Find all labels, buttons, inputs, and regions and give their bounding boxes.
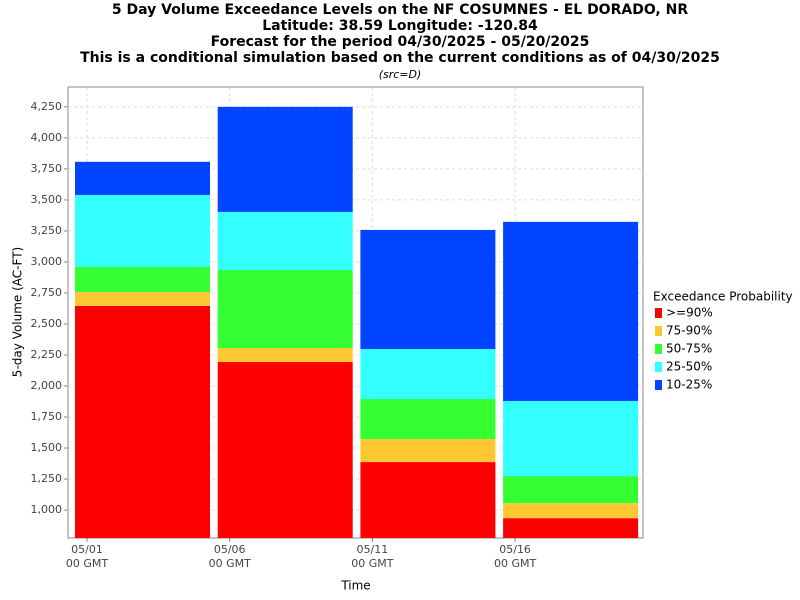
y-axis-label: 5-day Volume (AC-FT) bbox=[11, 247, 25, 377]
bar-segment bbox=[503, 476, 639, 504]
y-tick-label: 2,250 bbox=[31, 348, 63, 361]
x-tick-label: 05/01 bbox=[71, 543, 103, 556]
x-tick-sub: 00 GMT bbox=[494, 557, 537, 570]
y-tick-label: 3,750 bbox=[31, 162, 63, 175]
bar-segment bbox=[503, 221, 639, 402]
bar-segment bbox=[360, 462, 496, 538]
bar-segment bbox=[217, 361, 353, 538]
y-tick-label: 2,750 bbox=[31, 286, 63, 299]
y-tick-label: 2,000 bbox=[31, 379, 63, 392]
chart-subtitle: Forecast for the period 04/30/2025 - 05/… bbox=[211, 34, 590, 50]
x-axis-label: Time bbox=[340, 579, 370, 593]
x-tick-label: 05/16 bbox=[499, 543, 531, 556]
legend-label: 75-90% bbox=[666, 324, 712, 338]
legend-swatch bbox=[655, 308, 662, 318]
legend-swatch bbox=[655, 326, 662, 336]
bar-segment bbox=[217, 348, 353, 362]
legend-swatch bbox=[655, 362, 662, 372]
legend-label: 50-75% bbox=[666, 342, 712, 356]
bar-segment bbox=[75, 194, 210, 267]
legend-swatch bbox=[655, 344, 662, 354]
x-tick-sub: 00 GMT bbox=[66, 557, 109, 570]
bar-segment bbox=[75, 266, 210, 292]
y-tick-label: 4,000 bbox=[31, 131, 63, 144]
y-tick-label: 3,500 bbox=[31, 193, 63, 206]
source-note: (src=D) bbox=[379, 68, 422, 81]
y-tick-label: 1,500 bbox=[31, 441, 63, 454]
y-tick-label: 2,500 bbox=[31, 317, 63, 330]
y-tick-label: 3,000 bbox=[31, 255, 63, 268]
bar-segment bbox=[360, 349, 496, 400]
bar-segment bbox=[503, 401, 639, 477]
legend-title: Exceedance Probability bbox=[653, 290, 793, 304]
chart-subtitle: Latitude: 38.59 Longitude: -120.84 bbox=[262, 18, 538, 34]
legend-label: >=90% bbox=[666, 306, 713, 320]
chart-subtitle: This is a conditional simulation based o… bbox=[80, 50, 720, 66]
bar-segment bbox=[360, 229, 496, 350]
x-tick-label: 05/06 bbox=[214, 543, 246, 556]
bar-segment bbox=[217, 270, 353, 349]
legend-label: 10-25% bbox=[666, 378, 712, 392]
bar-segment bbox=[360, 399, 496, 439]
x-tick-label: 05/11 bbox=[357, 543, 389, 556]
legend-swatch bbox=[655, 380, 662, 390]
y-tick-label: 3,250 bbox=[31, 224, 63, 237]
x-tick-sub: 00 GMT bbox=[351, 557, 394, 570]
bar-segment bbox=[217, 211, 353, 271]
bar-segment bbox=[360, 438, 496, 463]
chart-title: 5 Day Volume Exceedance Levels on the NF… bbox=[112, 2, 688, 18]
y-tick-label: 1,750 bbox=[31, 410, 63, 423]
legend-label: 25-50% bbox=[666, 360, 712, 374]
bar-segment bbox=[75, 161, 210, 195]
bar-segment bbox=[75, 305, 210, 538]
y-tick-label: 1,250 bbox=[31, 472, 63, 485]
bar-segment bbox=[503, 503, 639, 519]
x-tick-sub: 00 GMT bbox=[209, 557, 252, 570]
y-tick-label: 4,250 bbox=[31, 100, 63, 113]
y-tick-label: 1,000 bbox=[31, 503, 63, 516]
bar-segment bbox=[75, 291, 210, 306]
bar-segment bbox=[217, 106, 353, 212]
bar-segment bbox=[503, 518, 639, 538]
